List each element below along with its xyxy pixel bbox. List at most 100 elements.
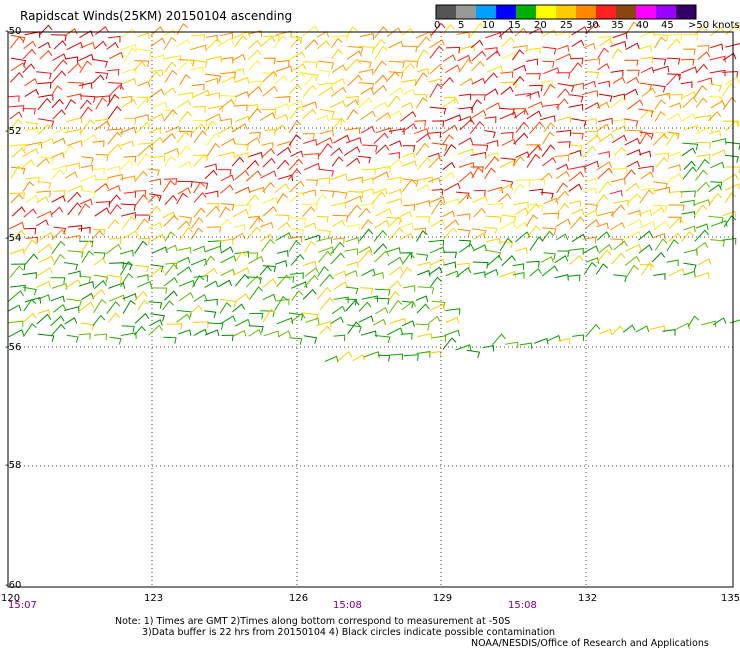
wind-barb <box>163 29 176 37</box>
wind-barb <box>218 218 232 229</box>
wind-barb <box>276 193 288 204</box>
wind-barb <box>259 233 274 242</box>
wind-barb <box>486 139 499 147</box>
time-label-3: 15:08 <box>508 600 537 611</box>
wind-barb <box>515 221 529 230</box>
wind-barb <box>277 276 295 283</box>
wind-barb <box>346 99 359 108</box>
wind-barb <box>582 187 597 195</box>
wind-barb <box>557 141 571 148</box>
wind-barb <box>402 88 416 96</box>
wind-barb <box>164 178 178 185</box>
wind-barb <box>399 266 412 279</box>
wind-barb <box>542 212 560 220</box>
wind-barb <box>218 279 233 288</box>
wind-barb <box>179 215 193 224</box>
wind-barb <box>429 45 444 59</box>
wind-barb <box>262 148 275 158</box>
wind-barb <box>665 132 680 146</box>
wind-barb <box>107 68 120 76</box>
wind-barb <box>345 298 358 306</box>
wind-barb <box>540 256 554 263</box>
wind-barb <box>165 323 183 330</box>
wind-barb <box>95 97 108 110</box>
wind-barb <box>164 231 176 242</box>
wind-barb <box>416 176 434 184</box>
wind-barb <box>526 260 540 268</box>
wind-barb <box>556 163 569 171</box>
wind-barb <box>345 157 361 167</box>
wind-barb <box>65 234 81 242</box>
wind-barb <box>568 171 585 182</box>
wind-barb <box>134 290 148 301</box>
wind-barb <box>667 113 682 121</box>
wind-barb <box>317 229 332 238</box>
wind-barb <box>179 130 193 138</box>
wind-barb <box>204 267 218 277</box>
wind-barb <box>94 120 111 131</box>
wind-barb <box>430 200 445 215</box>
wind-barb <box>583 80 596 88</box>
wind-barb <box>137 48 152 57</box>
wind-barb <box>192 181 209 190</box>
wind-barb <box>431 120 445 127</box>
wind-barb <box>374 288 391 296</box>
wind-barb <box>51 152 65 159</box>
wind-barb <box>276 159 290 170</box>
wind-barb <box>218 206 231 218</box>
wind-barb <box>570 216 585 230</box>
wind-barb <box>51 70 67 84</box>
credit-line: NOAA/NESDIS/Office of Research and Appli… <box>471 638 709 649</box>
wind-barb <box>193 328 208 336</box>
wind-barb <box>668 217 684 229</box>
wind-barb <box>374 250 390 263</box>
wind-barb <box>443 251 458 259</box>
wind-barb <box>611 125 627 133</box>
wind-barb <box>273 75 288 85</box>
legend-swatch <box>436 5 457 19</box>
wind-barb <box>638 209 652 217</box>
wind-barb <box>598 328 613 336</box>
wind-barb <box>232 303 246 313</box>
wind-barb <box>626 129 643 137</box>
wind-barb <box>107 131 122 145</box>
wind-barb <box>149 54 165 62</box>
wind-barb <box>389 140 402 147</box>
wind-barb <box>402 45 418 53</box>
wind-barb <box>512 45 528 52</box>
wind-barb <box>205 205 221 218</box>
wind-barb <box>651 233 666 240</box>
wind-barb <box>343 146 361 157</box>
wind-barb <box>696 154 711 161</box>
wind-barb <box>263 330 280 338</box>
wind-barb <box>555 233 569 241</box>
wind-barb <box>638 221 656 229</box>
wind-barb <box>572 334 585 341</box>
wind-barb <box>386 198 403 205</box>
wind-barb <box>501 214 517 223</box>
wind-barb <box>711 138 727 145</box>
wind-barb <box>261 238 275 252</box>
wind-barb <box>193 321 209 328</box>
wind-barb <box>570 82 584 90</box>
wind-barb <box>50 206 64 216</box>
wind-barb <box>638 244 653 254</box>
wind-barb <box>388 128 405 135</box>
wind-barb <box>459 118 475 131</box>
legend-label-40: 40 <box>636 20 649 31</box>
wind-barb <box>25 177 40 184</box>
wind-barb <box>722 210 737 218</box>
wind-barb <box>430 303 446 311</box>
wind-barb <box>693 204 708 217</box>
wind-barb <box>360 202 374 210</box>
wind-barb <box>234 251 247 263</box>
wind-barb <box>624 255 640 266</box>
wind-barb <box>626 149 642 156</box>
wind-barb <box>415 295 429 303</box>
wind-barb <box>345 270 358 277</box>
wind-barb <box>221 203 235 211</box>
wind-barb <box>290 71 305 83</box>
wind-barb <box>35 219 49 227</box>
wind-barb <box>652 65 670 73</box>
wind-barb <box>375 165 391 173</box>
